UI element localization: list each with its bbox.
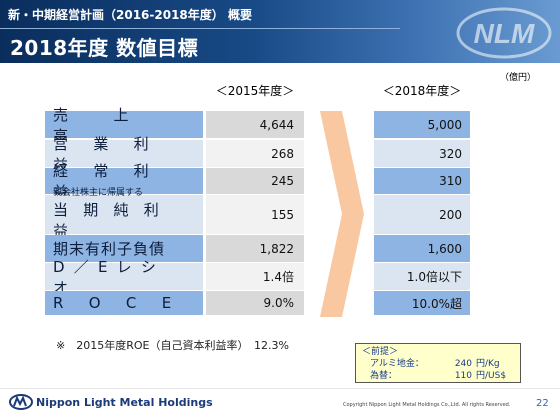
page-title: 2018年度 数値目標 bbox=[10, 36, 199, 60]
assumption-value: 110 bbox=[454, 371, 472, 381]
nlm-logo-icon bbox=[9, 394, 33, 410]
right-arrow-icon bbox=[320, 111, 364, 317]
svg-text:NLM: NLM bbox=[474, 18, 535, 49]
value-2018: 320 bbox=[374, 140, 470, 167]
assumptions-box: ＜前提＞ アルミ地金： 240 円/Kg 為替： 110 円/US$ bbox=[355, 343, 521, 383]
column-header-2015: ＜2015年度＞ bbox=[215, 84, 295, 98]
value-2015: 245 bbox=[206, 168, 304, 194]
copyright-notice: Copyright Nippon Light Metal Holdings Co… bbox=[343, 402, 511, 408]
assumption-row: アルミ地金： 240 円/Kg bbox=[362, 358, 514, 370]
assumption-key: アルミ地金： bbox=[370, 359, 424, 369]
header-banner: 新・中期経営計画（2016-2018年度） 概要 2018年度 数値目標 NLM bbox=[0, 0, 560, 63]
footer-divider bbox=[0, 388, 560, 389]
value-2018: 200 bbox=[374, 195, 470, 234]
value-2018: 5,000 bbox=[374, 111, 470, 138]
assumption-row: 為替： 110 円/US$ bbox=[362, 370, 514, 382]
row-label: 期末有利子負債 bbox=[45, 235, 203, 262]
assumptions-title: ＜前提＞ bbox=[362, 347, 399, 357]
row-label: 親会社株主に帰属する 当期純利益 bbox=[45, 188, 203, 240]
header-divider bbox=[0, 28, 400, 29]
assumption-unit: 円/US$ bbox=[476, 371, 507, 381]
column-header-2018: ＜2018年度＞ bbox=[382, 84, 462, 98]
roe-note: ※ 2015年度ROE（自己資本利益率） 12.3% bbox=[56, 339, 289, 352]
unit-label: （億円） bbox=[500, 73, 537, 83]
row-label-prefix: 親会社株主に帰属する bbox=[53, 188, 144, 198]
assumption-key: 為替： bbox=[370, 371, 398, 381]
company-brand: Nippon Light Metal Holdings bbox=[36, 396, 213, 409]
row-label: 売上高 bbox=[45, 106, 203, 145]
value-2015: 4,644 bbox=[206, 111, 304, 138]
value-2018: 1,600 bbox=[374, 235, 470, 262]
value-2018: 310 bbox=[374, 168, 470, 194]
value-2015: 268 bbox=[206, 140, 304, 167]
row-label: D／Eレシオ bbox=[45, 258, 203, 297]
value-2018: 10.0%超 bbox=[374, 291, 470, 315]
value-2015: 1.4倍 bbox=[206, 263, 304, 290]
assumption-unit: 円/Kg bbox=[476, 359, 500, 369]
value-2015: 9.0% bbox=[206, 291, 304, 315]
nlm-watermark-logo: NLM bbox=[456, 7, 552, 59]
row-label-text: ROCE bbox=[53, 294, 197, 312]
row-label-text: 期末有利子負債 bbox=[53, 240, 166, 258]
value-2015: 1,822 bbox=[206, 235, 304, 262]
page-number: 22 bbox=[536, 398, 549, 409]
page-subtitle: 新・中期経営計画（2016-2018年度） 概要 bbox=[8, 8, 252, 22]
value-2015: 155 bbox=[206, 195, 304, 234]
assumption-value: 240 bbox=[454, 359, 472, 369]
row-label: ROCE bbox=[45, 291, 203, 315]
value-2018: 1.0倍以下 bbox=[374, 263, 470, 290]
